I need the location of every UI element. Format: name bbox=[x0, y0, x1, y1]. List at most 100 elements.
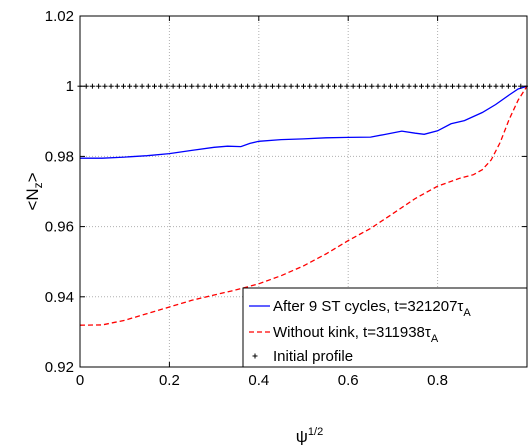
initial-profile-marker bbox=[338, 83, 344, 89]
initial-profile-marker bbox=[375, 83, 381, 89]
legend-label-main: After 9 ST cycles, t=321207τ bbox=[273, 298, 463, 315]
legend-entry-2: Without kink, t=311938τA bbox=[249, 324, 439, 345]
legend-entry-3: Initial profile bbox=[252, 348, 353, 365]
initial-profile-marker bbox=[276, 83, 282, 89]
initial-profile-marker bbox=[450, 83, 455, 89]
initial-profile-marker bbox=[120, 83, 126, 89]
x-axis-label-sup: 1/2 bbox=[308, 426, 323, 438]
legend-label-sub: A bbox=[431, 333, 439, 345]
initial-profile-marker bbox=[512, 83, 518, 89]
y-axis-label-main: <N bbox=[23, 188, 42, 210]
y-tick-label: 0.98 bbox=[45, 148, 74, 165]
initial-profile-marker bbox=[176, 83, 182, 89]
initial-profile-marker bbox=[381, 83, 387, 89]
initial-profile-marker bbox=[294, 83, 300, 89]
initial-profile-marker bbox=[301, 83, 306, 89]
legend-label-main: Without kink, t=311938τ bbox=[273, 324, 431, 341]
legend-entry-1: After 9 ST cycles, t=321207τA bbox=[249, 298, 471, 319]
initial-profile-marker bbox=[505, 83, 511, 89]
initial-profile-marker bbox=[207, 83, 213, 89]
initial-profile-marker bbox=[201, 83, 207, 89]
initial-profile-marker bbox=[145, 83, 151, 89]
initial-profile-marker bbox=[220, 83, 226, 89]
initial-profile-marker bbox=[127, 83, 133, 89]
initial-profile-marker bbox=[307, 83, 313, 89]
x-axis-label-main: ψ bbox=[296, 427, 308, 445]
initial-profile-marker bbox=[387, 83, 393, 89]
initial-profile-marker bbox=[183, 83, 189, 89]
initial-profile-marker bbox=[189, 83, 195, 89]
y-tick-label: 1.02 bbox=[45, 8, 74, 25]
initial-profile-marker bbox=[269, 83, 275, 89]
initial-profile-marker bbox=[96, 83, 102, 89]
initial-profile-marker bbox=[481, 83, 487, 89]
initial-profile-marker bbox=[152, 83, 157, 89]
initial-profile-marker bbox=[350, 83, 356, 89]
initial-profile-marker bbox=[238, 83, 244, 89]
initial-profile-marker bbox=[214, 83, 220, 89]
x-tick-label: 0 bbox=[76, 372, 84, 389]
initial-profile-marker bbox=[263, 83, 269, 89]
initial-profile-marker bbox=[245, 83, 251, 89]
initial-profile-marker bbox=[443, 83, 449, 89]
legend-box bbox=[242, 287, 528, 368]
y-tick-label: 0.96 bbox=[45, 219, 74, 236]
initial-profile-marker bbox=[139, 83, 145, 89]
initial-profile-marker bbox=[474, 83, 480, 89]
initial-profile-marker bbox=[232, 83, 238, 89]
initial-profile-marker bbox=[226, 83, 232, 89]
initial-profile-marker bbox=[400, 83, 406, 89]
legend-label-main: Initial profile bbox=[273, 348, 353, 365]
initial-profile-marker bbox=[493, 83, 499, 89]
y-axis-label: <Nz> bbox=[23, 172, 45, 210]
x-tick-label: 0.6 bbox=[338, 372, 359, 389]
x-tick-label: 0.2 bbox=[159, 372, 180, 389]
initial-profile-marker bbox=[114, 83, 120, 89]
series-line-1 bbox=[80, 85, 528, 159]
legend-label-sub: A bbox=[463, 307, 471, 319]
initial-profile-marker bbox=[108, 83, 114, 89]
initial-profile-marker bbox=[487, 83, 493, 89]
y-axis-label-sub: z bbox=[31, 182, 45, 188]
initial-profile-marker bbox=[319, 83, 325, 89]
axes: 0 0.2 0.4 0.6 0.8 0.92 0.94 0.96 0.98 1 1.02 bbox=[45, 8, 528, 389]
initial-profile-marker bbox=[499, 83, 505, 89]
initial-profile-marker bbox=[282, 83, 288, 89]
initial-profile-marker bbox=[412, 83, 418, 89]
initial-profile-marker bbox=[158, 83, 164, 89]
initial-profile-marker bbox=[425, 83, 431, 89]
x-axis-label: ψ1/2 bbox=[296, 426, 323, 445]
initial-profile-marker bbox=[344, 83, 350, 89]
initial-profile-marker bbox=[251, 83, 257, 89]
initial-profile-marker bbox=[313, 83, 319, 89]
initial-profile-marker bbox=[164, 83, 170, 89]
initial-profile-marker bbox=[394, 83, 400, 89]
y-tick-label: 1 bbox=[66, 78, 74, 95]
initial-profile-marker bbox=[89, 83, 95, 89]
initial-profile-marker bbox=[437, 83, 443, 89]
initial-profile-marker bbox=[133, 83, 139, 89]
initial-profile-marker bbox=[195, 83, 201, 89]
initial-profile-marker bbox=[325, 83, 331, 89]
legend-label: Without kink, t=311938τA bbox=[273, 324, 439, 345]
initial-profile-marker bbox=[332, 83, 338, 89]
series-line-2 bbox=[79, 85, 528, 326]
initial-profile-marker bbox=[102, 83, 108, 89]
initial-profile-marker bbox=[431, 83, 437, 89]
initial-profile-marker bbox=[462, 83, 468, 89]
initial-profile-marker bbox=[170, 83, 176, 89]
initial-profile-marker bbox=[406, 83, 412, 89]
y-axis-label-end: > bbox=[23, 172, 42, 182]
y-tick-label: 0.92 bbox=[45, 359, 74, 376]
x-tick-label: 0.4 bbox=[248, 372, 269, 389]
initial-profile-marker bbox=[288, 83, 294, 89]
x-tick-label: 0.8 bbox=[427, 372, 448, 389]
initial-profile-marker bbox=[418, 83, 424, 89]
initial-profile-marker bbox=[257, 83, 263, 89]
initial-profile-marker bbox=[356, 83, 362, 89]
legend-label: Initial profile bbox=[273, 348, 353, 365]
initial-profile-marker bbox=[468, 83, 474, 89]
initial-profile-marker bbox=[456, 83, 462, 89]
